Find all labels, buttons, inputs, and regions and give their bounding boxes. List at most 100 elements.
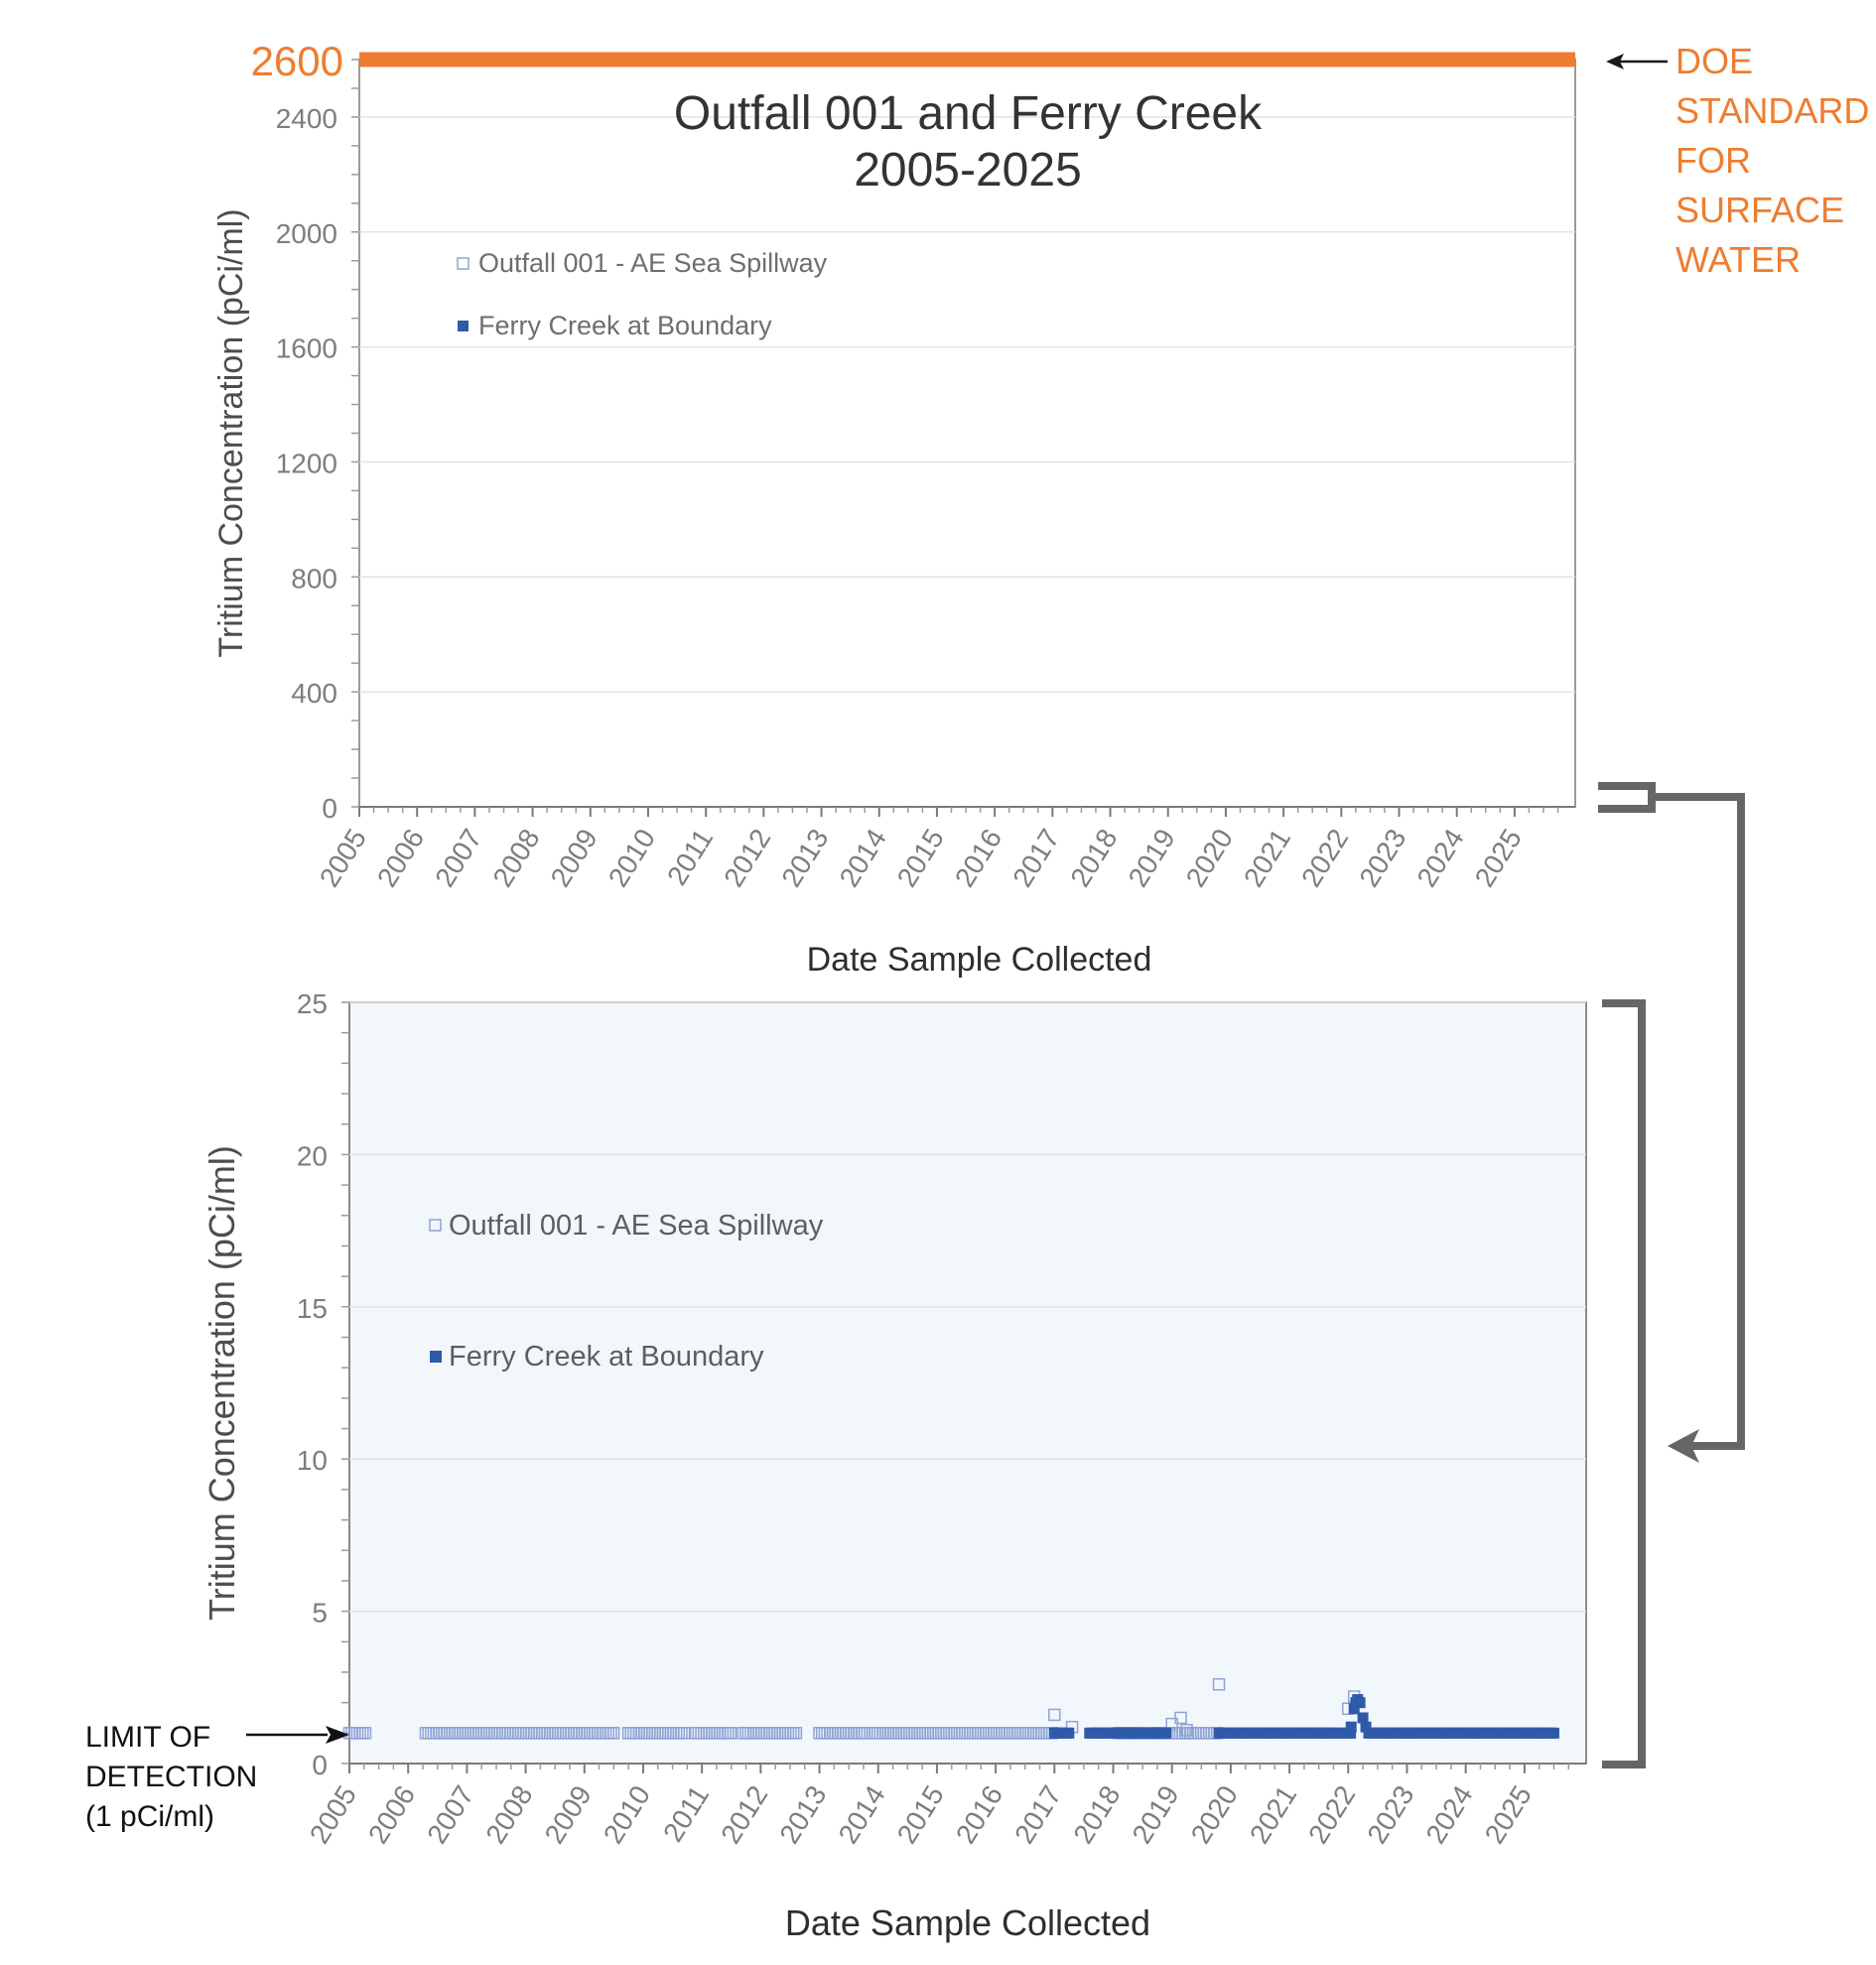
- x-tick-label: 2025: [1479, 1780, 1538, 1849]
- bottom-chart-legend: Outfall 001 - AE Sea Spillway Ferry Cree…: [429, 1210, 824, 1373]
- x-tick-label: 2008: [486, 824, 545, 892]
- bottom-chart-points: [342, 1677, 1559, 1740]
- zoom-bracket-top: [1598, 782, 1656, 813]
- doe-standard-label-line: WATER: [1675, 239, 1801, 280]
- outfall-point: [677, 1727, 691, 1740]
- doe-standard-label-line: DOE: [1675, 41, 1753, 81]
- x-tick-label: 2010: [603, 824, 661, 892]
- x-tick-label: 2006: [362, 1780, 421, 1849]
- legend-label-ferry-creek: Ferry Creek at Boundary: [478, 311, 772, 340]
- top-chart-y-ticks: 0 400 800 1200 1600 2000 2400: [276, 59, 359, 824]
- x-tick-label: 2007: [421, 1780, 479, 1849]
- top-chart-legend: Outfall 001 - AE Sea Spillway Ferry Cree…: [457, 248, 828, 340]
- y-tick-label: 10: [297, 1445, 328, 1476]
- zoom-arrow: [1652, 793, 1745, 1450]
- x-tick-label: 2022: [1295, 824, 1354, 892]
- ferry-creek-point: [1159, 1727, 1171, 1739]
- legend-label-outfall: Outfall 001 - AE Sea Spillway: [449, 1210, 824, 1242]
- legend-marker-ferry-creek: [430, 1351, 442, 1363]
- y-tick-label: 5: [312, 1598, 328, 1629]
- bottom-chart-x-ticks: 2005 2006 2007 2008 2009 2010 2011 2012 2013 2014…: [304, 1763, 1586, 1849]
- doe-standard-label-line: STANDARD: [1675, 90, 1869, 131]
- ferry-creek-point: [1348, 1703, 1360, 1715]
- chart-title: Outfall 001 and Ferry Creek: [674, 87, 1263, 140]
- zoom-arrowhead: [1668, 1429, 1699, 1463]
- top-chart-y-axis-label: Tritium Concentration (pCi/ml): [212, 208, 250, 657]
- ferry-creek-point: [1547, 1727, 1559, 1739]
- x-tick-label: 2012: [718, 824, 776, 892]
- top-chart-x-axis-label: Date Sample Collected: [807, 941, 1152, 979]
- outfall-point: [724, 1727, 737, 1740]
- outfall-point: [1180, 1724, 1193, 1737]
- x-tick-label: 2013: [775, 824, 834, 892]
- bottom-chart-plot-area: [348, 1001, 1587, 1765]
- doe-standard-label-line: FOR: [1675, 140, 1751, 181]
- limit-of-detection-label-line: LIMIT OF: [85, 1721, 210, 1754]
- x-tick-label: 2023: [1361, 1780, 1419, 1849]
- x-tick-label: 2020: [1180, 824, 1239, 892]
- ferry-creek-point: [1360, 1721, 1372, 1733]
- x-tick-label: 2025: [1469, 824, 1528, 892]
- x-tick-label: 2005: [314, 824, 372, 892]
- outfall-point: [358, 1727, 372, 1740]
- ferry-creek-point: [1330, 1727, 1342, 1739]
- top-chart: 0 400 800 1200 1600 2000 2400 2005200620072008…: [212, 38, 1869, 979]
- outfall-point: [789, 1727, 803, 1740]
- ferry-creek-point: [1345, 1721, 1357, 1733]
- y-tick-label: 0: [312, 1750, 328, 1780]
- doe-standard-annotation: DOE STANDARD FOR SURFACE WATER: [1606, 41, 1869, 280]
- limit-of-detection-label-line: (1 pCi/ml): [85, 1800, 214, 1833]
- y-tick-label: 2400: [276, 103, 337, 134]
- x-tick-label: 2007: [429, 824, 487, 892]
- x-tick-label: 2019: [1126, 1780, 1184, 1849]
- x-tick-label: 2009: [545, 824, 603, 892]
- x-tick-label: 2019: [1123, 824, 1181, 892]
- zoom-connector: [1598, 782, 1745, 1768]
- x-tick-label: 2021: [1238, 824, 1296, 892]
- y-tick-label: 2000: [276, 218, 337, 249]
- bottom-chart-y-ticks: 0 5 10 15 20 25: [297, 988, 349, 1780]
- outfall-point: [1048, 1708, 1061, 1722]
- x-tick-label: 2008: [479, 1780, 538, 1849]
- limit-of-detection-annotation: LIMIT OF DETECTION (1 pCi/ml): [85, 1721, 349, 1833]
- x-tick-label: 2017: [1008, 1780, 1067, 1849]
- x-tick-label: 2011: [661, 824, 719, 890]
- legend-marker-outfall: [457, 257, 469, 270]
- x-tick-label: 2016: [950, 1780, 1008, 1849]
- outfall-point: [606, 1727, 620, 1740]
- x-tick-label: 2015: [891, 1780, 950, 1849]
- limit-of-detection-label-line: DETECTION: [85, 1761, 257, 1793]
- x-tick-label: 2011: [657, 1780, 715, 1847]
- x-tick-label: 2023: [1353, 824, 1411, 892]
- ferry-creek-point: [1345, 1727, 1357, 1739]
- top-chart-plot-area: [358, 59, 1576, 808]
- ferry-creek-point: [1063, 1727, 1075, 1739]
- x-tick-label: 2016: [949, 824, 1007, 892]
- x-tick-label: 2010: [598, 1780, 656, 1849]
- x-tick-label: 2022: [1302, 1780, 1361, 1849]
- legend-marker-ferry-creek: [458, 321, 469, 331]
- y-tick-label: 400: [291, 678, 337, 709]
- legend-marker-outfall: [429, 1219, 442, 1232]
- x-tick-label: 2017: [1006, 824, 1065, 892]
- y-tick-label: 1200: [276, 448, 337, 478]
- ferry-creek-point: [1357, 1712, 1369, 1724]
- lod-arrow-head: [326, 1726, 349, 1744]
- y-tick-label: 1600: [276, 333, 337, 364]
- legend-label-ferry-creek: Ferry Creek at Boundary: [449, 1341, 764, 1373]
- x-tick-label: 2006: [371, 824, 430, 892]
- x-tick-label: 2024: [1410, 824, 1469, 892]
- x-tick-label: 2020: [1185, 1780, 1244, 1849]
- outfall-point: [1212, 1677, 1226, 1691]
- outfall-point: [1174, 1711, 1187, 1725]
- top-chart-gridlines: [359, 116, 1575, 693]
- bottom-chart-y-axis-label: Tritium Concentration (pCi/ml): [201, 1145, 242, 1621]
- bottom-chart-x-axis-label: Date Sample Collected: [785, 1902, 1150, 1943]
- x-tick-label: 2018: [1067, 1780, 1126, 1849]
- doe-standard-value: 2600: [251, 38, 343, 84]
- y-tick-label: 0: [322, 793, 337, 824]
- chart-subtitle: 2005-2025: [854, 144, 1082, 196]
